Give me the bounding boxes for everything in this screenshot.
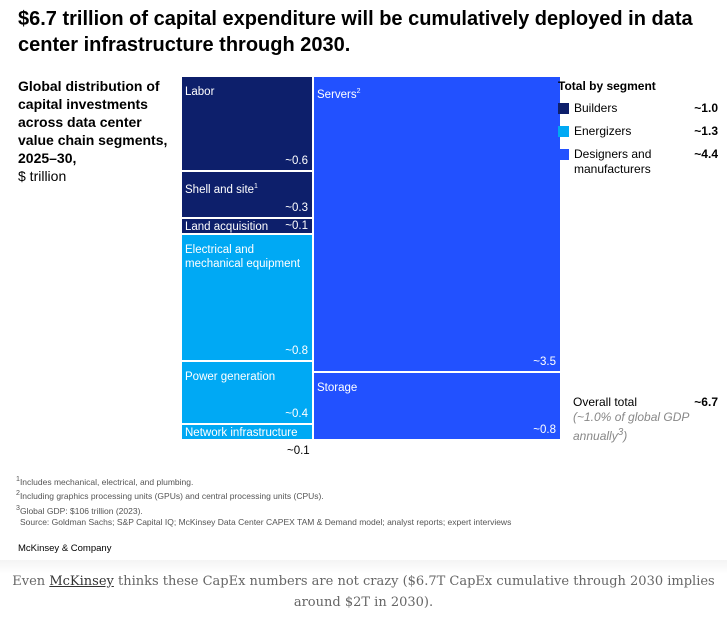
- cell-value: ~0.8: [285, 345, 308, 357]
- legend-swatch: [558, 103, 569, 114]
- legend-swatch: [558, 149, 569, 160]
- mekko-chart: Labor ~0.6 Shell and site1 ~0.3 Land acquisi…: [181, 76, 561, 457]
- cell-label: Network infrastructure: [185, 427, 298, 439]
- cell-value: ~0.3: [285, 202, 308, 214]
- legend-value: ~1.3: [694, 124, 718, 138]
- cell-land-acquisition: Land acquisition ~0.1: [181, 218, 313, 234]
- cell-servers: Servers2 ~3.5: [313, 76, 561, 372]
- cell-power-generation: Power generation ~0.4: [181, 361, 313, 424]
- chart-title: $6.7 trillion of capital expenditure wil…: [18, 8, 693, 56]
- chart-subtitle: Global distribution of capital investmen…: [18, 77, 178, 185]
- caption: Even McKinsey thinks these CapEx numbers…: [0, 571, 727, 613]
- cell-value: ~0.1: [285, 220, 308, 232]
- footnote-text: Global GDP: $106 trillion (2023).: [19, 505, 143, 516]
- brand: McKinsey & Company: [18, 543, 112, 554]
- cell-label: Servers2: [317, 88, 361, 101]
- legend-item: Designers and manufacturers ~4.4: [558, 147, 718, 177]
- cell-label: Power generation: [185, 371, 276, 383]
- total-value: ~6.7: [694, 395, 718, 409]
- cell-value: ~0.6: [285, 155, 308, 167]
- cell-labor: Labor ~0.6: [181, 76, 313, 171]
- total-note-sup: 3: [617, 427, 624, 438]
- legend-title: Total by segment: [558, 79, 656, 93]
- footnote-text: Including graphics processing units (GPU…: [19, 491, 324, 502]
- cell-value: ~0.1: [287, 445, 310, 457]
- source: Source: Goldman Sachs; S&P Capital IQ; M…: [20, 516, 512, 527]
- overall-total: Overall total ~6.7 (~1.0% of global GDP …: [573, 395, 718, 444]
- caption-post: thinks these CapEx numbers are not crazy…: [113, 574, 715, 610]
- cell-network-infrastructure: Network infrastructure: [181, 424, 313, 440]
- footnote-2: 2Including graphics processing units (GP…: [16, 489, 324, 502]
- footnote-text: Includes mechanical, electrical, and plu…: [19, 476, 194, 487]
- cell-value: ~3.5: [533, 356, 556, 368]
- footnotes: 1Includes mechanical, electrical, and pl…: [16, 474, 511, 528]
- total-note-text: (~1.0% of global GDP annually: [573, 410, 689, 443]
- legend-value: ~1.0: [694, 101, 718, 115]
- total-label: Overall total: [573, 395, 638, 409]
- cell-value: ~0.8: [533, 424, 556, 436]
- legend-value: ~4.4: [694, 147, 718, 161]
- cell-shell-and-site: Shell and site1 ~0.3: [181, 171, 313, 218]
- cell-electrical-and-mechanical-equipment: Electrical and mechanical equipment ~0.8: [181, 234, 313, 361]
- cell-value: ~0.4: [285, 408, 308, 420]
- caption-pre: Even: [12, 574, 50, 589]
- legend-item: Builders ~1.0: [558, 101, 718, 116]
- legend-label: Energizers: [574, 124, 632, 138]
- cell-storage: Storage ~0.8: [313, 372, 561, 440]
- mckinsey-link[interactable]: McKinsey: [49, 574, 114, 589]
- legend: Total by segment Builders ~1.0 Energizers ~…: [558, 79, 718, 185]
- cell-label-sup: 1: [254, 183, 258, 190]
- caption-background: [0, 560, 727, 617]
- cell-label: Land acquisition: [185, 221, 269, 233]
- total-note-end: ): [623, 429, 628, 443]
- legend-swatch: [558, 126, 569, 137]
- legend-label: Designers and manufacturers: [574, 147, 652, 176]
- cell-label: Labor: [185, 86, 215, 98]
- cell-label: Electrical and mechanical equipment: [185, 244, 301, 270]
- cell-label-sup: 2: [356, 88, 361, 95]
- legend-label: Builders: [574, 101, 618, 115]
- cell-label: Storage: [317, 382, 358, 394]
- cell-label: Shell and site1: [185, 183, 258, 196]
- subtitle-unit: $ trillion: [18, 168, 67, 184]
- total-note: (~1.0% of global GDP annually3): [573, 410, 693, 444]
- subtitle-bold: Global distribution of capital investmen…: [18, 78, 168, 166]
- footnote-1: 1Includes mechanical, electrical, and pl…: [16, 475, 194, 487]
- legend-item: Energizers ~1.3: [558, 124, 718, 139]
- footnote-3: 3Global GDP: $106 trillion (2023).: [16, 503, 143, 516]
